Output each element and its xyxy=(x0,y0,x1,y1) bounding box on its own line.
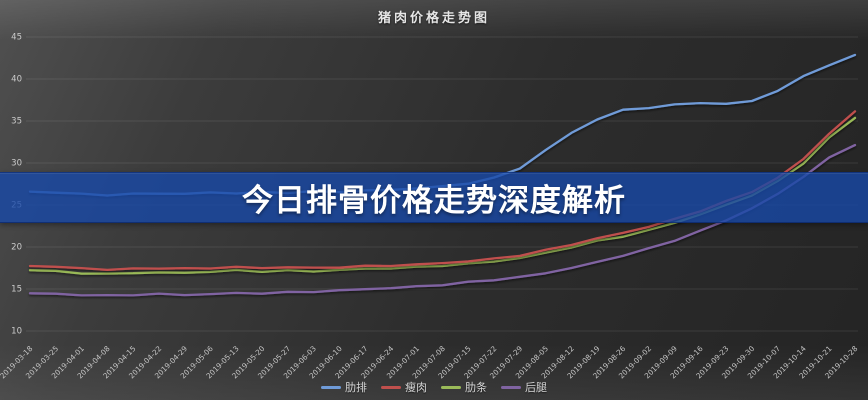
y-axis-tick-label: 45 xyxy=(11,33,22,43)
legend-item-后腿: 后腿 xyxy=(501,379,547,395)
legend-label: 肋排 xyxy=(345,381,367,394)
legend-item-瘦肉: 瘦肉 xyxy=(381,379,427,395)
y-axis-tick-label: 15 xyxy=(11,285,22,295)
chart-legend: 肋排 瘦肉 肋条 后腿 xyxy=(0,379,868,395)
legend-label: 后腿 xyxy=(525,381,547,394)
legend-label: 瘦肉 xyxy=(405,381,427,394)
y-axis-tick-label: 20 xyxy=(11,243,22,253)
legend-swatch-icon xyxy=(441,385,461,389)
y-axis-tick-label: 35 xyxy=(11,117,22,127)
headline-text: 今日排骨价格走势深度解析 xyxy=(242,183,626,219)
legend-swatch-icon xyxy=(501,385,521,389)
y-axis-tick-label: 30 xyxy=(11,159,22,169)
legend-label: 肋条 xyxy=(465,381,487,394)
series-line-后腿 xyxy=(28,143,857,297)
page-title: 猪肉价格走势图 xyxy=(377,11,490,26)
headline-banner: 今日排骨价格走势深度解析 xyxy=(0,172,868,223)
legend-item-肋排: 肋排 xyxy=(321,379,367,395)
y-axis-tick-label: 10 xyxy=(11,327,22,337)
legend-swatch-icon xyxy=(381,385,401,389)
legend-swatch-icon xyxy=(321,385,341,389)
legend-item-肋条: 肋条 xyxy=(441,379,487,395)
y-axis-tick-label: 40 xyxy=(11,75,22,85)
